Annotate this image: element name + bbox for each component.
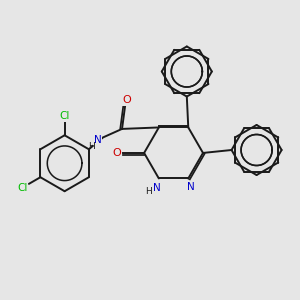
Text: O: O — [122, 95, 131, 105]
Text: Cl: Cl — [17, 182, 28, 193]
Text: H: H — [145, 187, 152, 196]
Text: H: H — [88, 142, 95, 151]
Text: N: N — [94, 135, 102, 145]
Text: N: N — [187, 182, 195, 192]
Text: N: N — [153, 183, 160, 193]
Text: O: O — [112, 148, 121, 158]
Text: Cl: Cl — [59, 111, 70, 121]
